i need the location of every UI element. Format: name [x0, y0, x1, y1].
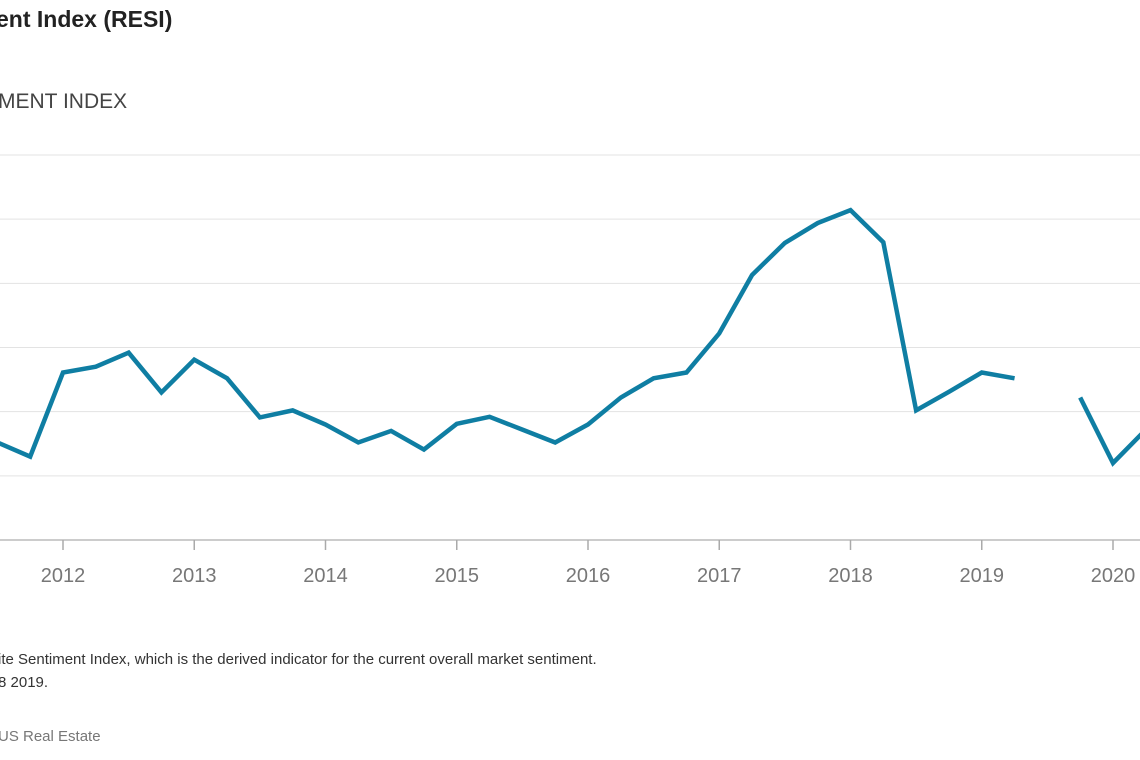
- series-line: [0, 207, 1015, 460]
- series-line: [1078, 396, 1140, 467]
- chart-subtitle: MENT INDEX: [0, 90, 128, 113]
- chart-title: ent Index (RESI): [0, 6, 173, 32]
- x-tick-label: 2018: [828, 565, 873, 587]
- x-tick-label: 2016: [566, 565, 611, 587]
- x-tick-label: 2020: [1091, 565, 1136, 587]
- source-note: US Real Estate: [0, 728, 101, 745]
- x-tick-label: 2014: [303, 565, 348, 587]
- x-tick-label: 2013: [172, 565, 217, 587]
- footnote-line-1: ite Sentiment Index, which is the derive…: [0, 651, 597, 668]
- x-tick-label: 2017: [697, 565, 742, 587]
- x-tick-label: 2019: [960, 565, 1005, 587]
- x-tick-label: 2012: [41, 565, 86, 587]
- footnote-line-2: 8 2019.: [0, 674, 49, 691]
- x-tick-label: 2015: [435, 565, 480, 587]
- line-chart: 2012 2013 2014 2015 2016 2017 2018 2019 2020: [0, 154, 1140, 587]
